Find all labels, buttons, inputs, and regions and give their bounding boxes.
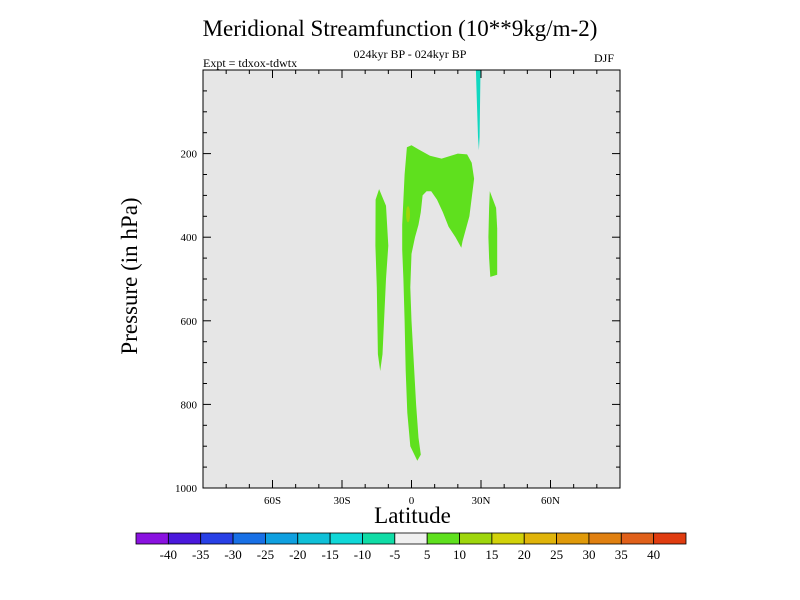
colorbar-swatch [394,532,428,545]
colorbar-swatch [459,532,493,545]
colorbar-swatch [491,532,525,545]
y-tick-label: 800 [181,399,198,411]
contour-region-positive-cell-south [375,189,389,371]
colorbar-swatch [426,532,460,545]
season-label: DJF [594,51,615,65]
colorbar-swatch [653,532,687,545]
colorbar-label: -30 [224,547,241,562]
colorbar-swatch [329,532,363,545]
colorbar-label: 40 [647,547,660,562]
y-tick-label: 400 [181,232,198,244]
chart-title: Meridional Streamfunction (10**9kg/m-2) [202,16,598,41]
x-tick-label: 0 [409,495,415,507]
colorbar-label: 25 [550,547,563,562]
colorbar-swatch [232,532,266,545]
colorbar-label: -25 [257,547,274,562]
colorbar-swatch [620,532,655,545]
colorbar-swatch [200,532,234,545]
colorbar-swatch [588,532,622,545]
colorbar-swatch [362,532,396,545]
y-tick-label: 1000 [175,483,198,495]
colorbar-label: -15 [321,547,338,562]
chart-subtitle: 024kyr BP - 024kyr BP [353,47,467,61]
colorbar-label: -35 [192,547,209,562]
colorbar-label: 15 [485,547,498,562]
colorbar-swatch [167,532,202,545]
y-tick-label: 200 [181,149,198,161]
colorbar-label: 30 [582,547,595,562]
x-tick-label: 60N [541,495,560,507]
contour-highlight-spot [406,206,411,223]
colorbar-label: -20 [289,547,306,562]
colorbar-label: 10 [453,547,466,562]
colorbar-label: -10 [354,547,371,562]
contour-region-positive-cell-east [488,191,498,277]
colorbar-swatch [523,532,557,545]
x-tick-label: 60S [264,495,281,507]
colorbar-label: -5 [389,547,400,562]
x-tick-label: 30S [333,495,350,507]
colorbar-swatch [556,532,590,545]
contour-region-negative-cell-north [475,70,481,151]
x-tick-label: 30N [472,495,491,507]
experiment-label: Expt = tdxox-tdwtx [203,56,298,70]
colorbar-swatch [135,532,169,545]
colorbar-swatch [297,532,331,545]
x-axis-label: Latitude [374,503,451,528]
colorbar-label: 5 [424,547,431,562]
y-tick-label: 600 [181,316,198,328]
colorbar-swatch [265,532,299,545]
contour-region-positive-cell-main [402,145,475,461]
colorbar-label: 35 [615,547,628,562]
colorbar-label: 20 [518,547,531,562]
colorbar-label: -40 [160,547,177,562]
